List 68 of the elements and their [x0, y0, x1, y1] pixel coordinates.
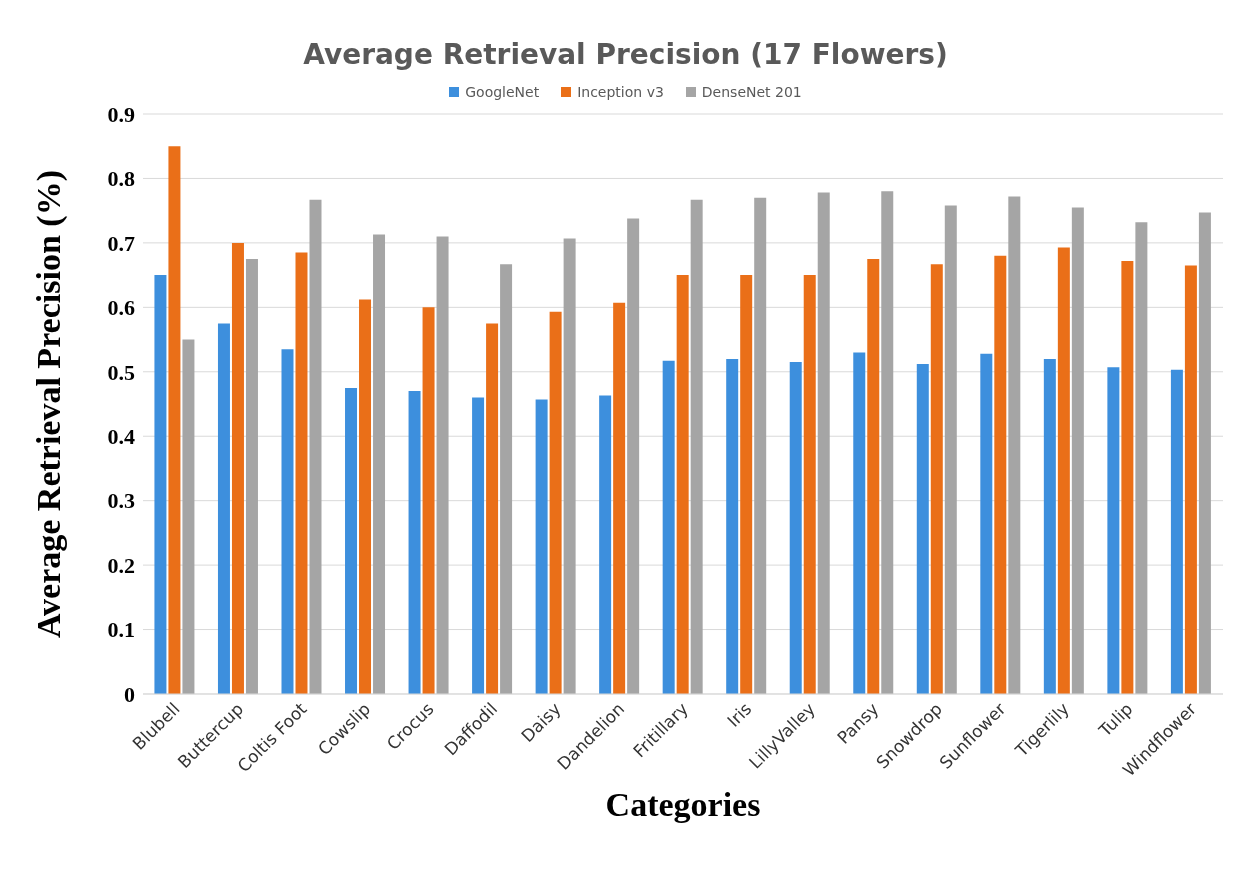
bar — [690, 199, 703, 694]
bar — [1107, 367, 1120, 694]
bar — [930, 264, 943, 694]
y-tick-label: 0.3 — [107, 488, 135, 514]
x-axis-title: Categories — [605, 786, 761, 823]
bar — [867, 259, 880, 694]
bar — [422, 307, 435, 694]
bar — [599, 395, 612, 694]
bar — [154, 275, 167, 694]
bar — [817, 192, 830, 694]
bar — [613, 302, 626, 694]
bar — [1057, 247, 1070, 694]
bar — [676, 275, 689, 694]
bar — [740, 275, 753, 694]
bar — [1008, 196, 1021, 694]
bar — [535, 399, 548, 694]
bar — [662, 360, 675, 694]
y-tick-label: 0.5 — [107, 359, 135, 385]
bar — [408, 391, 421, 694]
bar — [789, 362, 802, 694]
bar — [754, 197, 767, 694]
bar — [472, 397, 485, 694]
y-tick-label: 0 — [124, 681, 135, 707]
bar — [916, 364, 929, 694]
y-axis-title: Average Retrieval Precision (%) — [30, 170, 69, 638]
bar — [549, 311, 562, 694]
y-tick-label: 0.4 — [107, 424, 135, 450]
bar — [1198, 212, 1211, 694]
bar — [245, 259, 258, 694]
bar — [295, 252, 308, 694]
bar — [1184, 265, 1197, 694]
bar — [217, 323, 230, 694]
bar — [500, 264, 513, 694]
bar — [309, 199, 322, 694]
legend-label: GoogleNet — [464, 84, 540, 100]
bar — [881, 191, 894, 694]
bar — [563, 238, 576, 694]
chart-title: Average Retrieval Precision (17 Flowers) — [302, 37, 949, 73]
bar — [1121, 260, 1134, 694]
y-tick-label: 0.2 — [107, 552, 135, 578]
legend-label: DenseNet 201 — [700, 84, 802, 100]
legend-label: Inception v3 — [576, 84, 664, 100]
x-tick-label: Iris — [723, 698, 756, 731]
bar — [627, 218, 640, 694]
bar — [803, 275, 816, 694]
bar — [182, 339, 195, 694]
bar — [1135, 222, 1148, 694]
bar — [359, 299, 372, 694]
bar — [980, 353, 993, 694]
bar — [486, 323, 499, 694]
bar — [373, 234, 386, 694]
bar — [944, 205, 957, 694]
y-tick-label: 0.7 — [107, 230, 135, 256]
bar — [231, 242, 244, 694]
bar — [1170, 369, 1183, 694]
bar — [726, 358, 739, 694]
bar — [994, 255, 1007, 694]
y-tick-label: 0.8 — [107, 166, 135, 192]
bar — [436, 236, 449, 694]
bar — [345, 387, 358, 694]
bar — [281, 349, 294, 694]
bar — [1071, 207, 1084, 694]
y-tick-label: 0.1 — [107, 617, 135, 643]
bar — [853, 352, 866, 694]
bar — [168, 146, 181, 694]
y-tick-label: 0.9 — [107, 101, 135, 127]
bar — [1043, 358, 1056, 694]
y-tick-label: 0.6 — [107, 295, 135, 321]
